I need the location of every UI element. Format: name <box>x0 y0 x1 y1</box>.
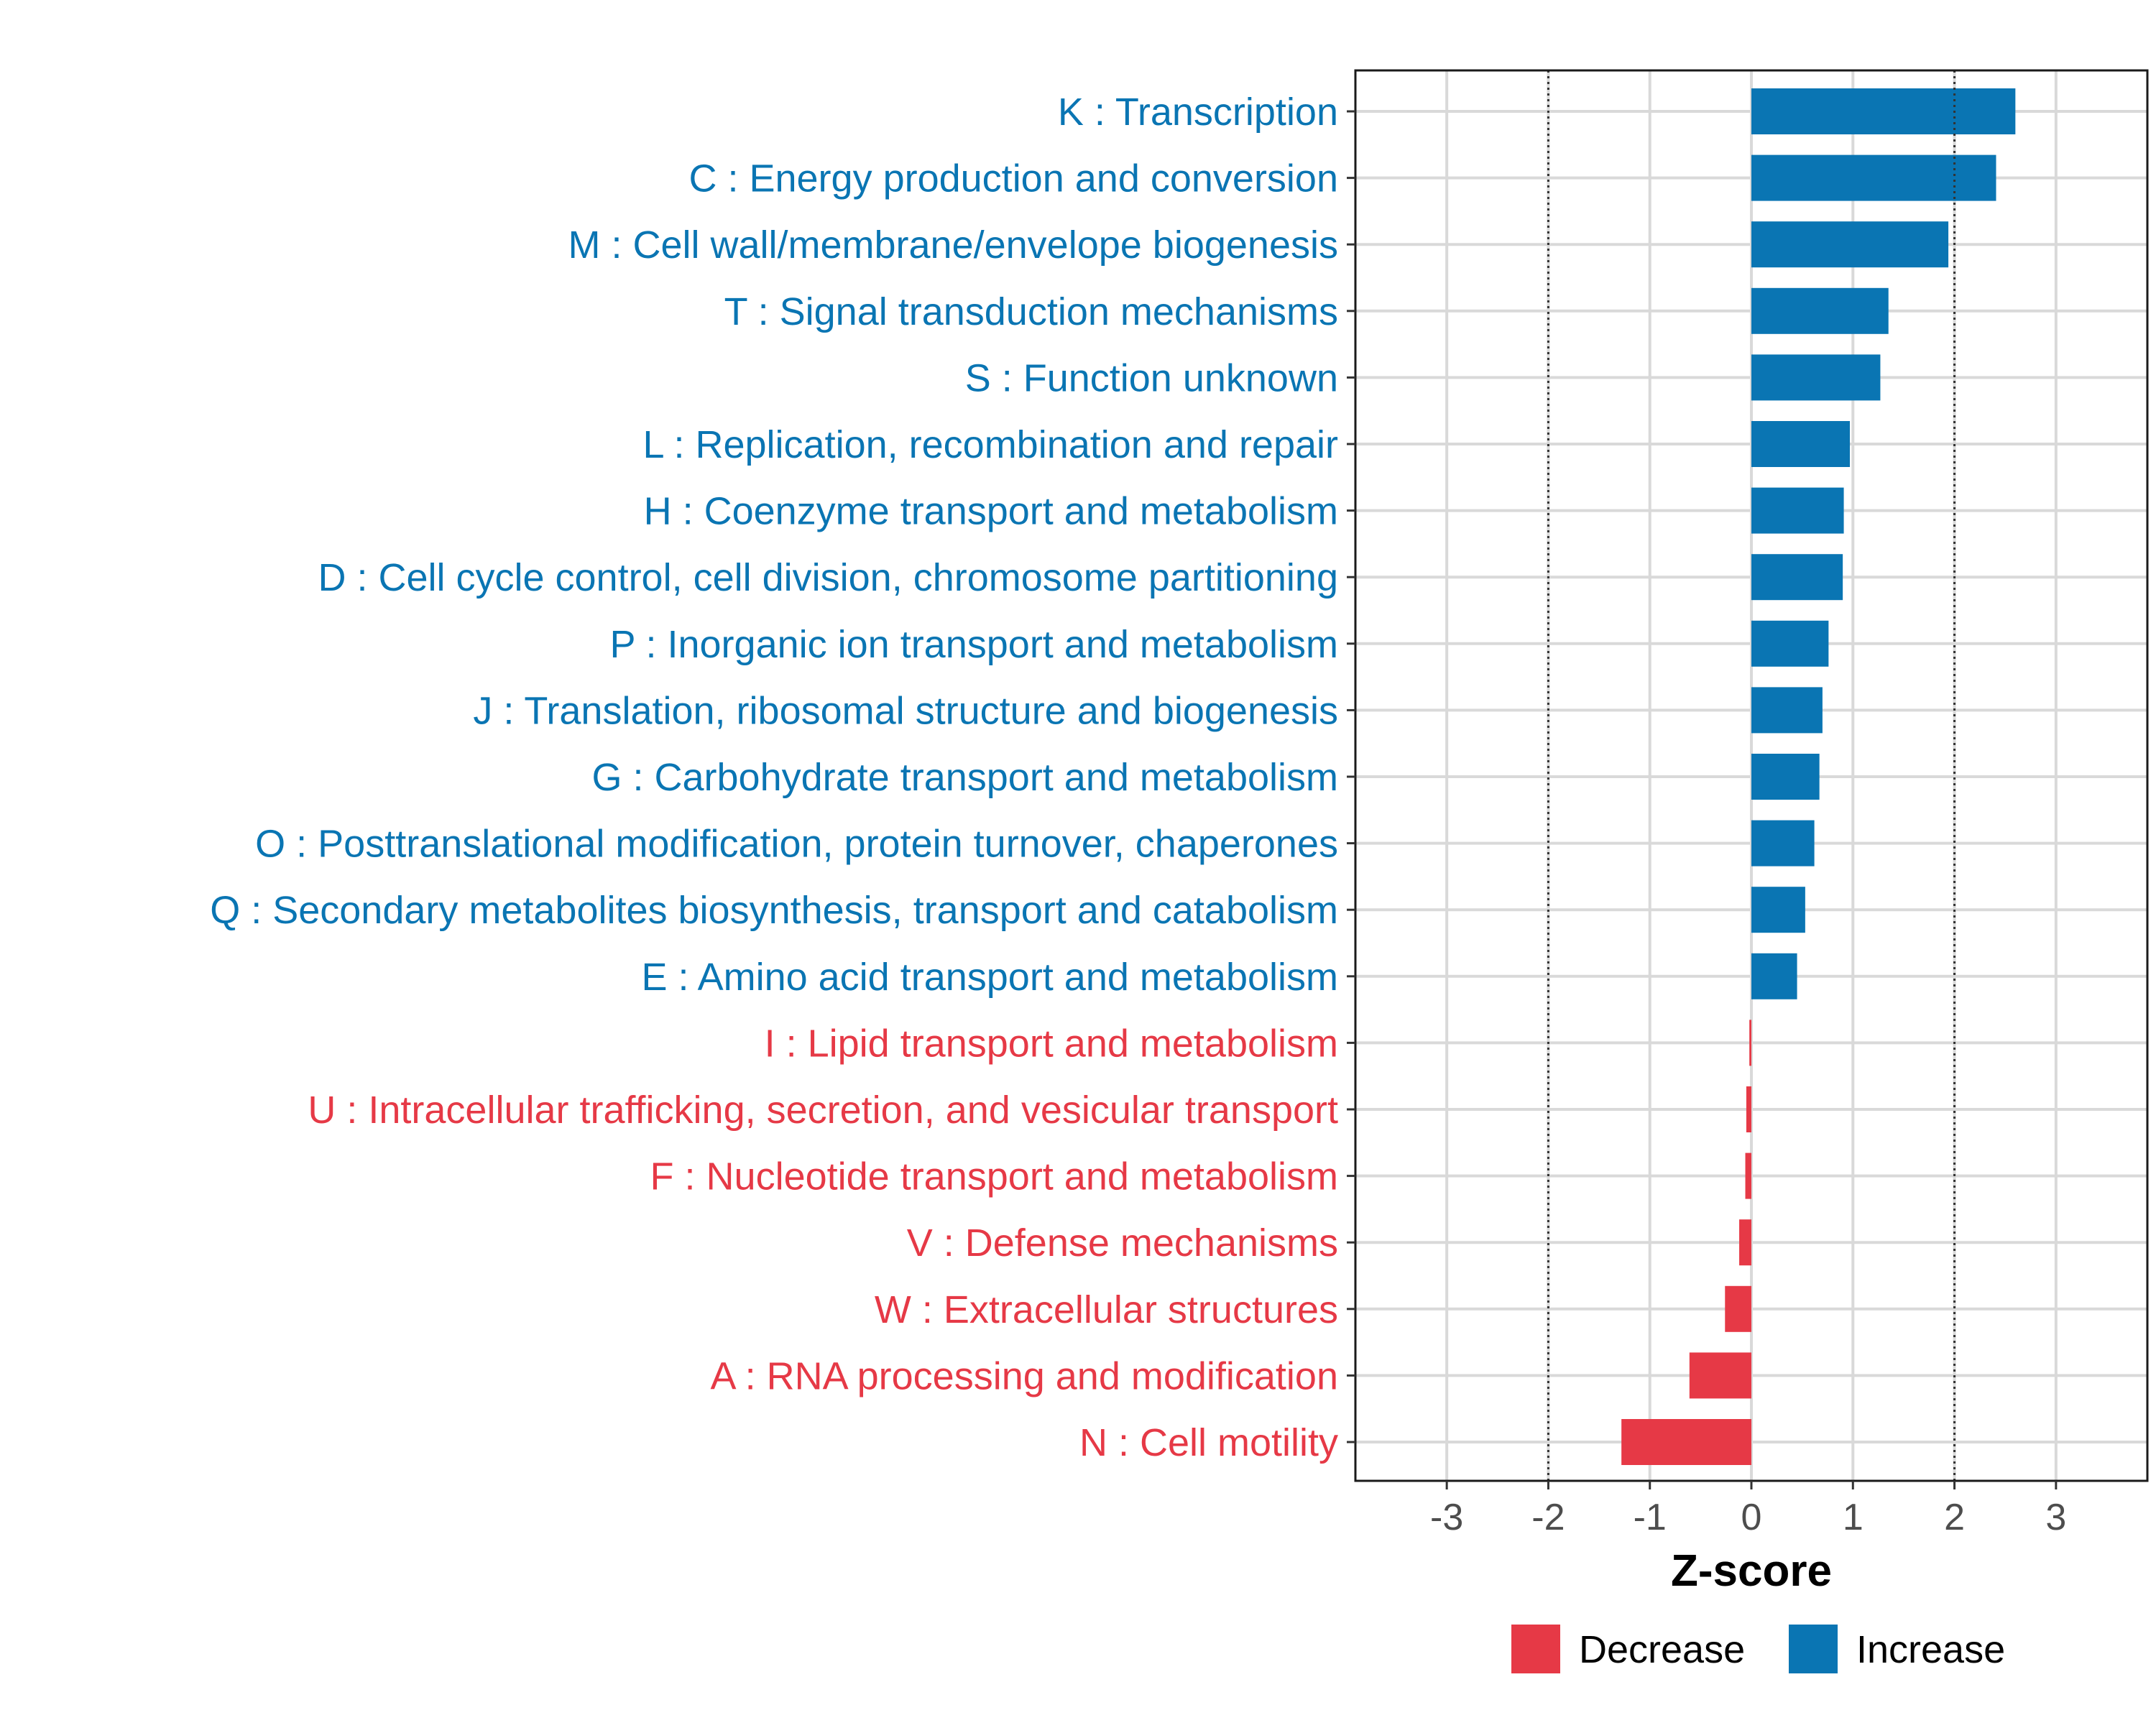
y-tick-label: E : Amino acid transport and metabolism <box>642 956 1338 999</box>
bar <box>1689 1352 1751 1399</box>
bar <box>1751 620 1829 667</box>
y-tick-label: H : Coenzyme transport and metabolism <box>644 490 1338 533</box>
bar <box>1751 88 2016 134</box>
bar <box>1751 953 1797 999</box>
x-axis-tick-labels: -3 -2 -1 0 1 2 3 <box>1430 1497 2066 1538</box>
bar <box>1751 154 1996 201</box>
bar <box>1751 687 1823 734</box>
x-tick-label: 0 <box>1741 1497 1762 1538</box>
legend-label: Decrease <box>1579 1628 1745 1671</box>
y-tick-label: O : Posttranslational modification, prot… <box>255 823 1338 866</box>
x-tick-label: -1 <box>1634 1497 1667 1538</box>
bar <box>1751 820 1815 867</box>
bar <box>1621 1419 1751 1465</box>
bar <box>1749 1020 1751 1066</box>
y-tick-label: T : Signal transduction mechanisms <box>724 290 1338 333</box>
bar <box>1751 487 1844 534</box>
bars <box>1621 88 2016 1465</box>
legend-label: Increase <box>1856 1628 2005 1671</box>
x-tick-label: -3 <box>1430 1497 1463 1538</box>
y-axis-labels: K : Transcription C : Energy production a… <box>210 91 1338 1464</box>
y-tick-label: S : Function unknown <box>965 356 1338 399</box>
x-tick-label: -2 <box>1531 1497 1565 1538</box>
y-tick-label: I : Lipid transport and metabolism <box>765 1022 1338 1065</box>
y-tick-label: F : Nucleotide transport and metabolism <box>650 1155 1338 1198</box>
y-tick-label: A : RNA processing and modification <box>711 1354 1338 1397</box>
y-tick-label: G : Carbohydrate transport and metabolis… <box>592 756 1339 799</box>
y-tick-label: L : Replication, recombination and repai… <box>642 423 1338 466</box>
bar <box>1751 221 1949 268</box>
y-tick-label: M : Cell wall/membrane/envelope biogenes… <box>568 223 1338 267</box>
y-tick-label: W : Extracellular structures <box>875 1288 1338 1331</box>
y-tick-label: J : Translation, ribosomal structure and… <box>473 689 1338 732</box>
legend: Decrease Increase <box>1511 1625 2005 1673</box>
y-tick-label: V : Defense mechanisms <box>907 1221 1338 1265</box>
y-tick-label: N : Cell motility <box>1079 1421 1338 1464</box>
bar <box>1751 754 1820 800</box>
y-tick-label: K : Transcription <box>1058 91 1338 134</box>
x-axis-ticks <box>1445 1481 2058 1489</box>
bar <box>1751 887 1805 933</box>
x-tick-label: 3 <box>2045 1497 2066 1538</box>
bar <box>1746 1086 1751 1132</box>
bar <box>1739 1219 1751 1266</box>
bar <box>1725 1285 1751 1332</box>
y-tick-label: U : Intracellular trafficking, secretion… <box>308 1089 1338 1132</box>
x-tick-label: 2 <box>1944 1497 1965 1538</box>
bar <box>1751 354 1881 401</box>
x-tick-label: 1 <box>1843 1497 1864 1538</box>
y-axis-ticks <box>1347 110 1355 1443</box>
legend-swatch <box>1511 1625 1560 1673</box>
y-tick-label: C : Energy production and conversion <box>688 157 1338 200</box>
bar <box>1751 554 1843 601</box>
y-tick-label: P : Inorganic ion transport and metaboli… <box>609 623 1338 666</box>
x-axis-title: Z-score <box>1671 1546 1832 1596</box>
y-tick-label: Q : Secondary metabolites biosynthesis, … <box>210 889 1338 932</box>
y-tick-label: D : Cell cycle control, cell division, c… <box>318 556 1338 599</box>
bar <box>1751 421 1851 467</box>
bar <box>1745 1152 1751 1199</box>
bar <box>1751 287 1889 334</box>
legend-swatch <box>1789 1625 1838 1673</box>
